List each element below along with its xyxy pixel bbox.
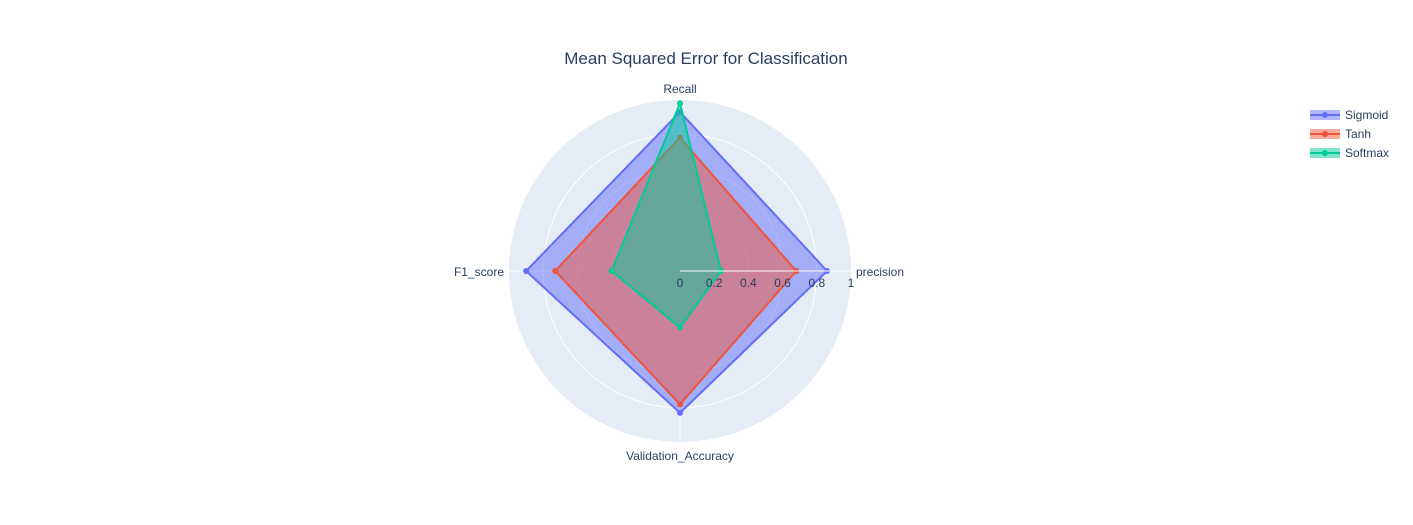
legend-item[interactable]: Softmax (1310, 146, 1389, 160)
legend-item[interactable]: Tanh (1310, 127, 1371, 141)
legend[interactable]: Sigmoid Tanh Softmax (1310, 108, 1389, 160)
legend-label: Tanh (1345, 127, 1371, 141)
legend-marker (1322, 150, 1328, 156)
radial-tick-label: 0.2 (706, 276, 723, 290)
data-point[interactable] (677, 409, 683, 416)
category-label: precision (856, 265, 904, 279)
radial-tick-label: 0.8 (808, 276, 825, 290)
radial-tick-label: 0.6 (774, 276, 791, 290)
category-label: Recall (663, 82, 696, 96)
data-point[interactable] (677, 324, 683, 331)
legend-label: Sigmoid (1345, 108, 1388, 122)
category-label: Validation_Accuracy (626, 449, 734, 463)
data-point[interactable] (608, 268, 615, 274)
category-labels: precision Recall F1_score Validation_Accura… (454, 82, 904, 463)
legend-marker (1322, 112, 1328, 118)
legend-marker (1322, 131, 1328, 137)
legend-item[interactable]: Sigmoid (1310, 108, 1388, 122)
data-point[interactable] (677, 401, 683, 408)
data-point[interactable] (523, 268, 530, 274)
legend-label: Softmax (1345, 146, 1389, 160)
radial-tick-label: 0 (677, 276, 684, 290)
chart-title: Mean Squared Error for Classification (564, 49, 847, 68)
data-point[interactable] (552, 268, 559, 274)
radial-tick-label: 1 (848, 276, 855, 290)
data-point[interactable] (677, 100, 683, 107)
radial-tick-label: 0.4 (740, 276, 757, 290)
category-label: F1_score (454, 265, 504, 279)
radial-axis: 0 0.2 0.4 0.6 0.8 1 (677, 270, 855, 290)
